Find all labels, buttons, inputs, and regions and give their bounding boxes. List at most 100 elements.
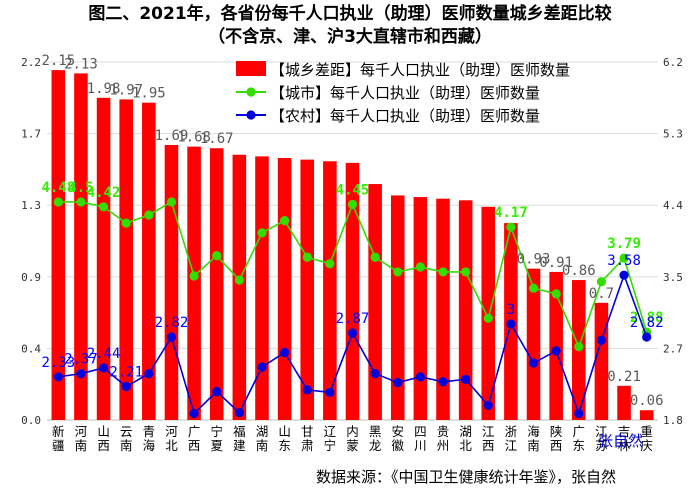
category-label: 西: [188, 438, 201, 453]
bar: [368, 184, 382, 420]
bar-data-label: 2.15: [41, 53, 75, 69]
line-series: [53, 197, 652, 419]
bar: [209, 148, 224, 420]
city-data-label: 4.42: [87, 185, 121, 201]
city-data-label: 2.88: [630, 310, 664, 326]
bar-data-label: 0.06: [630, 393, 664, 409]
category-label: 新: [52, 424, 65, 439]
rural-point: [76, 369, 86, 379]
city-point: [347, 199, 358, 209]
bar: [232, 154, 247, 420]
rural-point: [596, 335, 607, 345]
city-point: [551, 289, 561, 299]
left-tick-label: 0.0: [21, 414, 41, 427]
category-label: 北: [165, 438, 178, 453]
right-axis-ticks: 1.8 2.7 3.5 4.4 5.3 6.2: [663, 56, 683, 427]
bar-data-label: 0.93: [517, 252, 551, 268]
rural-data-label: 2.87: [336, 311, 370, 327]
rural-point: [302, 385, 312, 395]
left-tick-label: 1.3: [21, 199, 41, 212]
category-label: 龙: [369, 438, 382, 453]
category-label: 辽: [324, 424, 337, 439]
category-label: 庆: [640, 438, 653, 453]
chart-title: 图二、2021年，各省份每千人口执业（助理）医师数量城乡差距比较: [88, 4, 612, 24]
category-label: 海: [143, 438, 156, 453]
bar: [300, 159, 315, 421]
rural-data-label: 2.44: [87, 346, 121, 362]
bar: [549, 271, 563, 420]
rural-point: [483, 400, 493, 410]
category-label: 徽: [392, 438, 405, 453]
rural-data-label: 2.33: [41, 355, 75, 371]
city-data-label: 4.5: [68, 180, 93, 196]
rural-point: [551, 346, 561, 356]
right-tick-label: 2.7: [663, 342, 683, 355]
bar-data-label: 1.97: [109, 82, 143, 98]
city-point: [53, 197, 63, 207]
watermark: 张自然: [598, 432, 643, 450]
rural-point: [574, 408, 584, 419]
category-label: 宁: [324, 438, 337, 453]
bar-series: [51, 70, 654, 421]
rural-point: [280, 347, 290, 358]
category-label: 北: [459, 438, 472, 453]
rural-point: [189, 408, 199, 419]
left-tick-label: 0.9: [21, 271, 41, 284]
data-labels: 2.152.13 1.981.971.95 1.691.681.67 0.930.91…: [41, 53, 663, 409]
category-label: 湖: [459, 424, 472, 439]
city-point: [280, 216, 290, 226]
city-point: [506, 222, 516, 232]
city-point: [596, 277, 607, 287]
category-label: 疆: [52, 438, 65, 453]
bar-data-label: 1.69: [155, 128, 189, 144]
bar: [481, 206, 496, 420]
city-point: [370, 252, 380, 262]
city-data-label: 4.45: [336, 182, 370, 198]
bar-data-label: 0.91: [539, 255, 573, 271]
rural-data-label: 3: [507, 302, 515, 318]
city-point: [438, 267, 448, 277]
category-label: 蒙: [346, 438, 359, 453]
city-point: [393, 267, 403, 277]
category-label: 陕: [550, 424, 563, 439]
category-label: 南: [75, 438, 88, 453]
bar-data-label: 1.67: [200, 131, 234, 147]
category-label: 南: [527, 438, 540, 453]
bar: [639, 410, 654, 420]
bar: [458, 200, 473, 420]
category-label: 甘: [301, 424, 314, 439]
category-label: 浙: [505, 424, 518, 439]
bar: [255, 156, 269, 420]
rural-point: [642, 332, 652, 342]
city-point: [619, 253, 629, 263]
category-label: 苏: [595, 438, 608, 453]
city-point: [461, 267, 471, 277]
bar: [345, 162, 360, 420]
right-tick-label: 5.3: [663, 128, 683, 141]
city-point: [483, 313, 493, 323]
category-label: 福: [233, 424, 246, 439]
rural-point: [461, 374, 471, 384]
category-label: 川: [414, 438, 427, 453]
bar: [436, 198, 450, 420]
bar: [51, 70, 66, 421]
rural-point: [393, 377, 403, 388]
legend-label-city: 【城市】每千人口执业（助理）医师数量: [270, 84, 540, 102]
city-data-label: 4.17: [494, 205, 528, 221]
rural-point: [528, 358, 539, 368]
source-note: 数据来源：《中国卫生健康统计年鉴》，张自然: [316, 468, 616, 486]
city-point: [189, 271, 199, 281]
rural-data-label: 2.37: [64, 352, 98, 368]
category-label: 吉: [618, 424, 631, 439]
city-data-label: 4.48: [41, 180, 75, 196]
category-label: 南: [120, 438, 133, 453]
rural-point: [619, 270, 629, 280]
rural-point: [98, 363, 109, 373]
right-tick-label: 6.2: [663, 56, 683, 69]
bar: [617, 385, 631, 420]
city-point: [121, 218, 131, 228]
chart-subtitle: （不含京、津、沪3大直辖市和西藏）: [208, 27, 492, 47]
category-label: 林: [618, 438, 631, 453]
city-data-label: 3.79: [607, 236, 641, 252]
city-point: [98, 202, 109, 212]
